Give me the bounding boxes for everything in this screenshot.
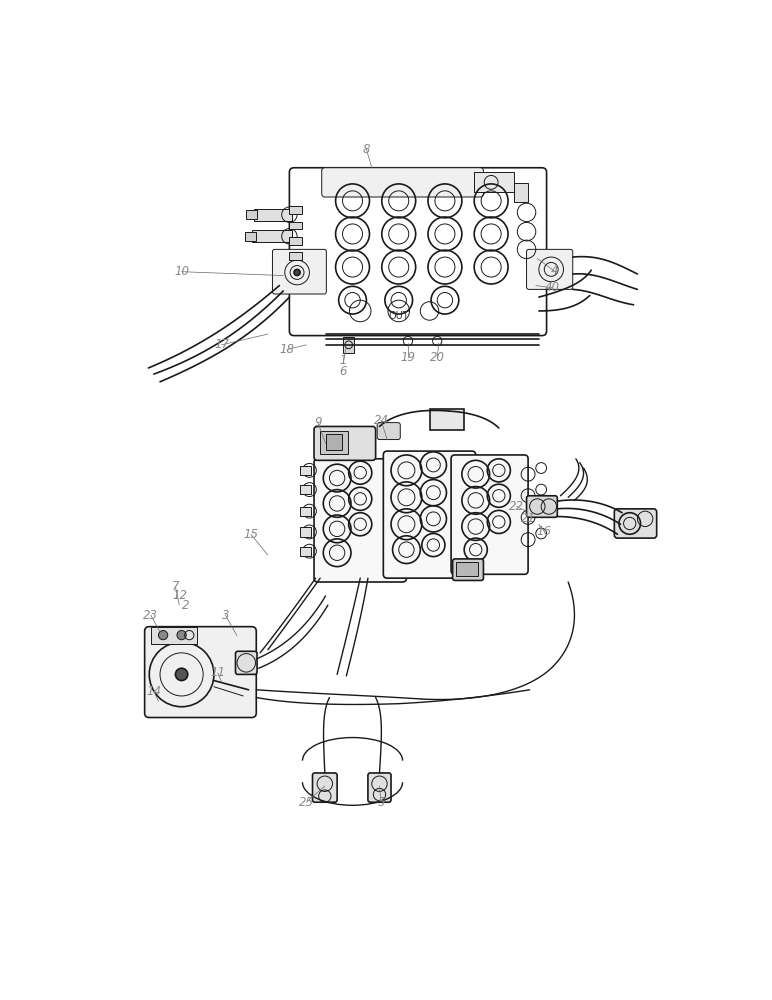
Bar: [151, 627, 197, 644]
Text: 2: 2: [181, 599, 189, 612]
FancyBboxPatch shape: [378, 423, 400, 440]
FancyBboxPatch shape: [384, 451, 476, 578]
Bar: [474, 172, 514, 192]
FancyBboxPatch shape: [452, 559, 483, 580]
Text: 1: 1: [340, 354, 347, 367]
Text: 4: 4: [550, 264, 558, 277]
Text: 7: 7: [171, 580, 179, 593]
Text: 19: 19: [401, 351, 415, 364]
Text: 3: 3: [222, 609, 229, 622]
Bar: [290, 222, 302, 229]
Bar: [290, 237, 302, 245]
Text: 10: 10: [174, 265, 189, 278]
FancyBboxPatch shape: [314, 459, 406, 582]
Bar: [320, 431, 348, 454]
Text: 15: 15: [243, 528, 259, 541]
Text: 18: 18: [279, 343, 295, 356]
Text: 9: 9: [314, 416, 322, 429]
Bar: [456, 562, 478, 576]
Text: 23: 23: [144, 609, 158, 622]
FancyBboxPatch shape: [615, 509, 657, 538]
Text: 14: 14: [147, 685, 161, 698]
Text: 24: 24: [374, 414, 388, 427]
Bar: [344, 337, 354, 353]
Text: 8: 8: [363, 143, 370, 156]
Text: 6: 6: [340, 365, 347, 378]
Bar: [300, 527, 311, 537]
Bar: [514, 183, 528, 202]
Text: 22: 22: [509, 500, 524, 513]
Text: OUT: OUT: [388, 311, 409, 321]
FancyBboxPatch shape: [314, 426, 376, 460]
Text: 12: 12: [173, 589, 188, 602]
Bar: [252, 230, 293, 242]
FancyBboxPatch shape: [144, 627, 256, 718]
Bar: [300, 507, 311, 516]
FancyBboxPatch shape: [235, 651, 257, 674]
FancyBboxPatch shape: [313, 773, 337, 802]
FancyBboxPatch shape: [290, 168, 547, 336]
FancyBboxPatch shape: [322, 168, 483, 197]
Text: 25: 25: [299, 796, 314, 809]
Text: 5: 5: [378, 796, 384, 809]
FancyBboxPatch shape: [527, 249, 573, 289]
Bar: [290, 206, 302, 214]
Bar: [429, 409, 464, 430]
Bar: [300, 547, 311, 556]
FancyBboxPatch shape: [527, 496, 557, 517]
Bar: [245, 232, 256, 241]
Circle shape: [294, 269, 300, 276]
FancyBboxPatch shape: [273, 249, 327, 294]
Text: 16: 16: [537, 525, 552, 538]
Text: 40: 40: [545, 281, 560, 294]
Text: 11: 11: [210, 666, 225, 679]
Bar: [254, 209, 293, 221]
Bar: [327, 434, 342, 450]
Bar: [290, 252, 302, 260]
Bar: [246, 210, 257, 219]
Circle shape: [177, 631, 186, 640]
Bar: [300, 485, 311, 494]
Text: 17: 17: [214, 338, 229, 351]
Circle shape: [175, 668, 188, 681]
Text: 21: 21: [520, 512, 536, 525]
Circle shape: [158, 631, 168, 640]
Text: 20: 20: [430, 351, 445, 364]
Bar: [300, 466, 311, 475]
FancyBboxPatch shape: [368, 773, 391, 802]
FancyBboxPatch shape: [451, 455, 528, 574]
